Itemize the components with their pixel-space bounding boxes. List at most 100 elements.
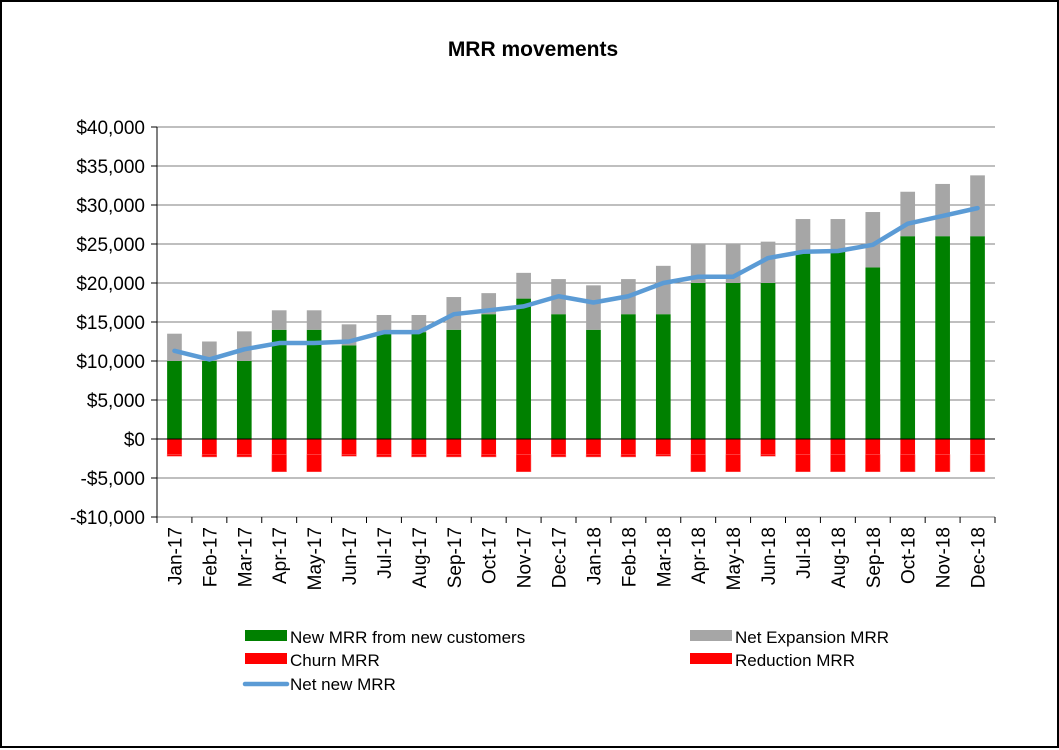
bar-net-expansion-mrr-may-17	[306, 310, 322, 330]
bar-new-mrr-from-new-customers-feb-18	[621, 314, 636, 439]
bar-churn-mrr-aug-18	[830, 439, 846, 455]
bar-churn-mrr-feb-17	[202, 439, 217, 455]
legend: New MRR from new customers Net Expansion …	[242, 628, 889, 694]
bar-reduction-mrr-oct-17	[481, 454, 497, 458]
x-tick-label: Aug-18	[829, 527, 850, 588]
bar-reduction-mrr-feb-17	[201, 454, 217, 458]
bar-net-expansion-mrr-jun-18	[760, 241, 776, 283]
bar-new-mrr-from-new-customers-feb-17	[202, 361, 217, 439]
bar-net-expansion-mrr-nov-17	[516, 272, 531, 299]
bar-new-mrr-from-new-customers-dec-17	[551, 314, 566, 439]
bar-churn-mrr-feb-18	[621, 439, 636, 455]
bar-reduction-mrr-dec-17	[550, 454, 567, 458]
bar-reduction-mrr-aug-18	[830, 454, 846, 473]
x-tick-label: Jul-17	[375, 527, 396, 579]
x-tick-label: Sep-18	[864, 527, 885, 588]
x-tick-label: Apr-18	[689, 527, 710, 584]
legend-label-churn-mrr: Churn MRR	[290, 651, 380, 670]
bar-reduction-mrr-jan-18	[585, 454, 602, 458]
y-tick-label: $10,000	[76, 352, 145, 373]
bar-net-expansion-mrr-jul-18	[795, 219, 811, 252]
bar-churn-mrr-jul-17	[376, 439, 392, 455]
bar-reduction-mrr-nov-18	[935, 454, 951, 473]
x-tick-label: Dec-17	[550, 527, 571, 588]
bar-new-mrr-from-new-customers-jan-18	[586, 329, 601, 439]
bar-reduction-mrr-jun-17	[341, 454, 357, 457]
x-axis-tick-labels: Jan-17 Feb-17 Mar-17 Apr-17 May-17 Jun-17 Jul-…	[165, 527, 989, 590]
bar-churn-mrr-mar-17	[236, 439, 252, 455]
bar-churn-mrr-jan-18	[586, 439, 601, 455]
y-tick-label: $40,000	[76, 118, 145, 139]
legend-swatch-new-mrr-from-new-customers	[245, 630, 287, 641]
y-tick-label: $0	[124, 430, 145, 451]
bar-reduction-mrr-mar-17	[236, 454, 252, 458]
y-tick-label: $20,000	[76, 274, 145, 295]
bar-new-mrr-from-new-customers-aug-17	[411, 332, 427, 439]
legend-label-new-mrr-from-new-customers: New MRR from new customers	[290, 628, 525, 647]
bar-reduction-mrr-jun-18	[760, 454, 776, 457]
bar-reduction-mrr-may-17	[306, 454, 322, 473]
bar-churn-mrr-aug-17	[411, 439, 427, 455]
x-tick-label: Jan-17	[165, 527, 186, 585]
x-tick-label: Mar-17	[235, 527, 256, 587]
bar-reduction-mrr-nov-17	[516, 454, 532, 473]
x-tick-label: Oct-18	[899, 527, 920, 584]
bar-churn-mrr-jun-18	[760, 439, 776, 455]
bar-reduction-mrr-sep-17	[446, 454, 462, 458]
x-tick-label: May-17	[305, 527, 326, 590]
x-tick-label: Feb-18	[619, 527, 640, 587]
bar-net-expansion-mrr-aug-18	[830, 219, 846, 252]
bar-new-mrr-from-new-customers-jun-18	[760, 283, 776, 439]
bar-new-mrr-from-new-customers-mar-18	[655, 314, 671, 439]
y-tick-label: -$5,000	[81, 469, 145, 490]
bar-reduction-mrr-may-18	[725, 454, 741, 473]
bar-net-expansion-mrr-apr-17	[271, 310, 287, 330]
y-tick-label: -$10,000	[70, 508, 145, 529]
bar-new-mrr-from-new-customers-jun-17	[341, 345, 357, 439]
bar-reduction-mrr-apr-18	[690, 454, 706, 473]
bar-new-mrr-from-new-customers-oct-17	[481, 314, 497, 439]
bar-new-mrr-from-new-customers-jul-17	[376, 332, 392, 439]
bar-reduction-mrr-oct-18	[900, 454, 916, 473]
bar-net-expansion-mrr-nov-18	[935, 183, 950, 237]
legend-swatch-churn-mrr	[245, 653, 287, 664]
bar-net-expansion-mrr-jan-17	[167, 333, 182, 361]
bar-new-mrr-from-new-customers-sep-17	[446, 329, 462, 439]
x-tick-label: Oct-17	[480, 527, 501, 584]
bar-reduction-mrr-jul-17	[376, 454, 392, 458]
legend-swatch-net-expansion-mrr	[690, 630, 732, 641]
x-tick-label: Apr-17	[270, 527, 291, 584]
bar-reduction-mrr-jul-18	[795, 454, 811, 473]
line-marks	[172, 205, 980, 362]
bar-net-expansion-mrr-apr-18	[690, 244, 706, 283]
x-tick-label: Mar-18	[654, 527, 675, 587]
bar-reduction-mrr-sep-18	[865, 454, 881, 473]
bar-reduction-mrr-feb-18	[620, 454, 636, 458]
bar-churn-mrr-apr-18	[690, 439, 706, 455]
legend-label-reduction-mrr: Reduction MRR	[735, 651, 855, 670]
x-tick-label: Jan-18	[584, 527, 605, 585]
bar-net-expansion-mrr-jul-17	[376, 314, 392, 333]
x-tick-label: Dec-18	[969, 527, 990, 588]
y-axis-tick-labels: $40,000 $35,000 $30,000 $25,000 $20,000 $15,0…	[70, 118, 145, 529]
bar-net-expansion-mrr-mar-17	[236, 331, 252, 361]
bar-churn-mrr-oct-18	[900, 439, 916, 455]
bar-new-mrr-from-new-customers-may-17	[306, 329, 322, 439]
bar-churn-mrr-sep-17	[446, 439, 462, 455]
bar-new-mrr-from-new-customers-dec-18	[970, 236, 985, 439]
bar-churn-mrr-may-18	[725, 439, 741, 455]
bar-churn-mrr-nov-18	[935, 439, 950, 455]
x-tick-label: Sep-17	[445, 527, 466, 588]
chart-title: MRR movements	[448, 38, 618, 61]
bar-new-mrr-from-new-customers-may-18	[725, 283, 741, 439]
bar-churn-mrr-nov-17	[516, 439, 531, 455]
bar-churn-mrr-sep-18	[865, 439, 881, 455]
bar-new-mrr-from-new-customers-nov-17	[516, 298, 531, 439]
x-tick-label: Feb-17	[200, 527, 221, 587]
bar-churn-mrr-apr-17	[271, 439, 287, 455]
bar-marks	[166, 175, 986, 473]
x-tick-label: May-18	[724, 527, 745, 590]
bar-churn-mrr-mar-18	[655, 439, 671, 455]
bar-new-mrr-from-new-customers-aug-18	[830, 251, 846, 439]
